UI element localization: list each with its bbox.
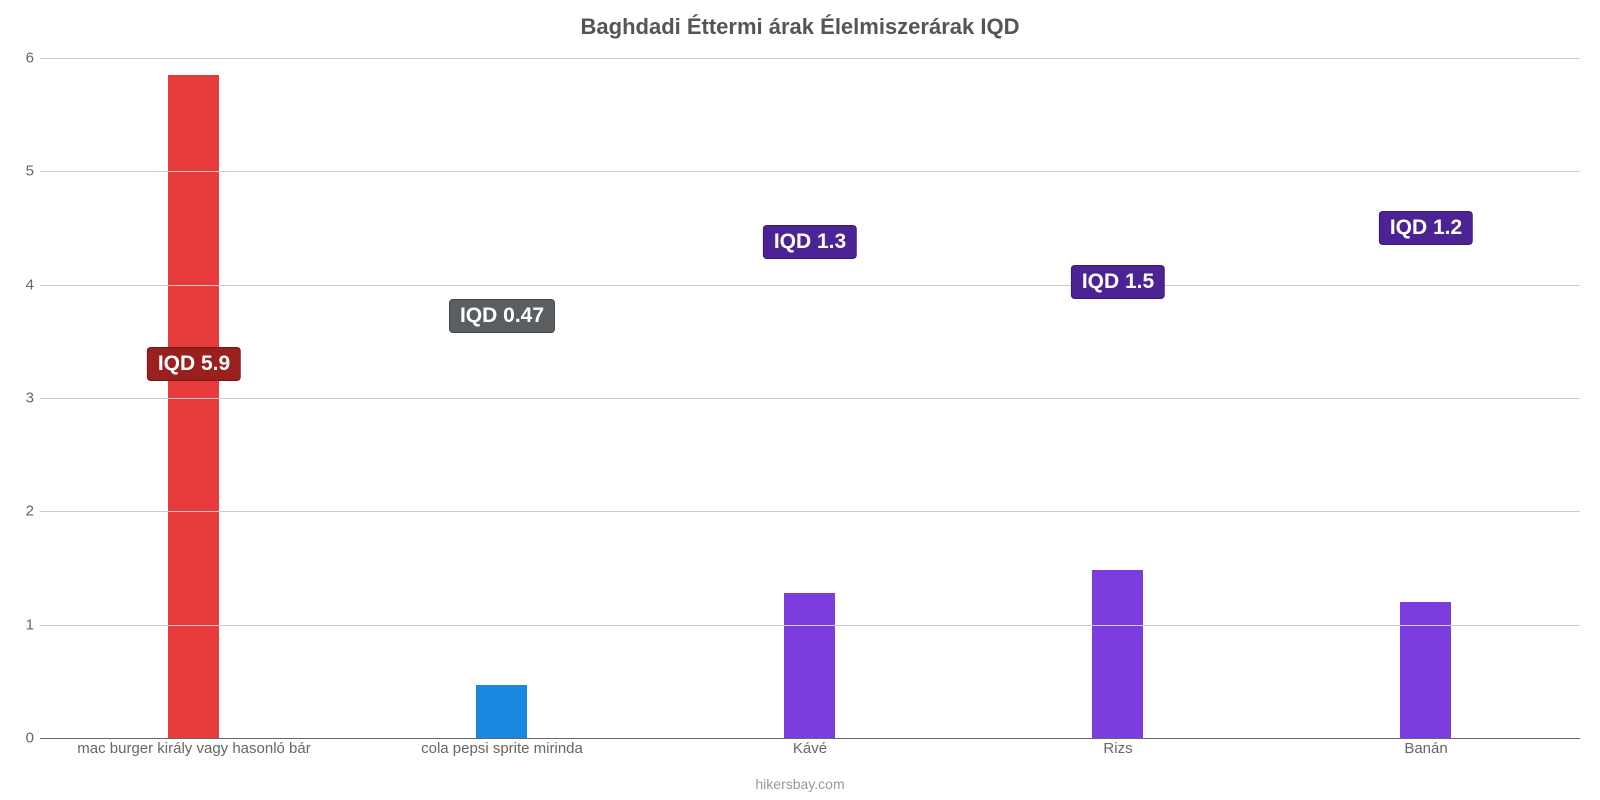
x-tick-label: Kávé [793,740,827,757]
bar-value-label: IQD 1.5 [1071,265,1165,299]
x-tick-label: mac burger király vagy hasonló bár [77,740,310,757]
y-tick-label: 3 [26,390,34,407]
grid-line: 2 [40,511,1580,512]
bar [784,593,835,738]
y-tick-label: 5 [26,163,34,180]
bar-value-label: IQD 5.9 [147,347,241,381]
bar-value-label: IQD 0.47 [449,299,555,333]
grid-line: 5 [40,171,1580,172]
grid-line: 1 [40,625,1580,626]
bar [1400,602,1451,738]
grid-line: 4 [40,285,1580,286]
y-tick-label: 4 [26,276,34,293]
y-tick-label: 6 [26,50,34,67]
grid-line: 3 [40,398,1580,399]
bar [168,75,219,738]
y-tick-label: 2 [26,503,34,520]
grid-line: 0 [40,738,1580,739]
price-chart: Baghdadi Éttermi árak Élelmiszerárak IQD… [0,0,1600,800]
y-tick-label: 0 [26,730,34,747]
bar-value-label: IQD 1.2 [1379,211,1473,245]
chart-title: Baghdadi Éttermi árak Élelmiszerárak IQD [0,14,1600,40]
x-tick-label: Banán [1404,740,1447,757]
bar [476,685,527,738]
x-tick-label: cola pepsi sprite mirinda [421,740,583,757]
y-tick-label: 1 [26,616,34,633]
plot-area: 0 1 2 3 4 5 6 IQD 5.9 IQD 0.47 IQD 1.3 IQD 1.5 IQD … [40,58,1580,738]
x-tick-label: Rizs [1103,740,1132,757]
grid-line: 6 [40,58,1580,59]
x-axis-labels: mac burger király vagy hasonló bár cola p… [40,740,1580,764]
bar [1092,570,1143,738]
attribution: hikersbay.com [0,776,1600,792]
bar-value-label: IQD 1.3 [763,225,857,259]
